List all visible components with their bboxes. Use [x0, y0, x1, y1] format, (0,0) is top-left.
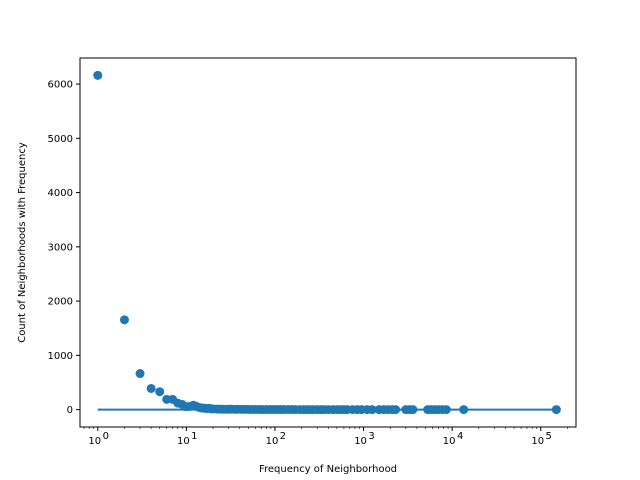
data-point [408, 405, 418, 415]
data-point [135, 369, 145, 379]
x-tick-label: 10 [354, 436, 367, 447]
y-tick-label: 3000 [48, 242, 73, 253]
y-tick-label: 6000 [48, 80, 73, 91]
y-tick-label: 5000 [48, 134, 73, 145]
y-tick-label: 0 [67, 405, 73, 416]
data-point [93, 70, 103, 80]
data-point [119, 315, 129, 325]
x-tick-exponent: 2 [280, 431, 286, 442]
y-tick-label: 1000 [48, 351, 73, 362]
x-tick-label: 10 [88, 436, 101, 447]
x-tick-exponent: 4 [457, 431, 463, 442]
x-tick-label: 10 [266, 436, 279, 447]
data-point [441, 405, 451, 415]
data-point [391, 405, 401, 415]
data-point [459, 405, 469, 415]
axes-frame [79, 57, 577, 428]
x-tick-label: 10 [531, 436, 544, 447]
y-tick-label: 4000 [48, 188, 73, 199]
data-point [367, 405, 377, 415]
data-point [146, 383, 156, 393]
x-tick-exponent: 3 [368, 431, 374, 442]
x-tick-label: 10 [443, 436, 456, 447]
data-point [155, 387, 165, 397]
x-tick-exponent: 5 [546, 431, 552, 442]
data-point [551, 405, 561, 415]
plot-area [93, 70, 561, 415]
x-tick-label: 10 [177, 436, 190, 447]
x-tick-exponent: 1 [191, 431, 197, 442]
y-axis-label: Count of Neighborhoods with Frequency [17, 142, 28, 343]
x-axis-label: Frequency of Neighborhood [259, 464, 397, 475]
y-tick-label: 2000 [48, 297, 73, 308]
x-tick-exponent: 0 [103, 431, 109, 442]
